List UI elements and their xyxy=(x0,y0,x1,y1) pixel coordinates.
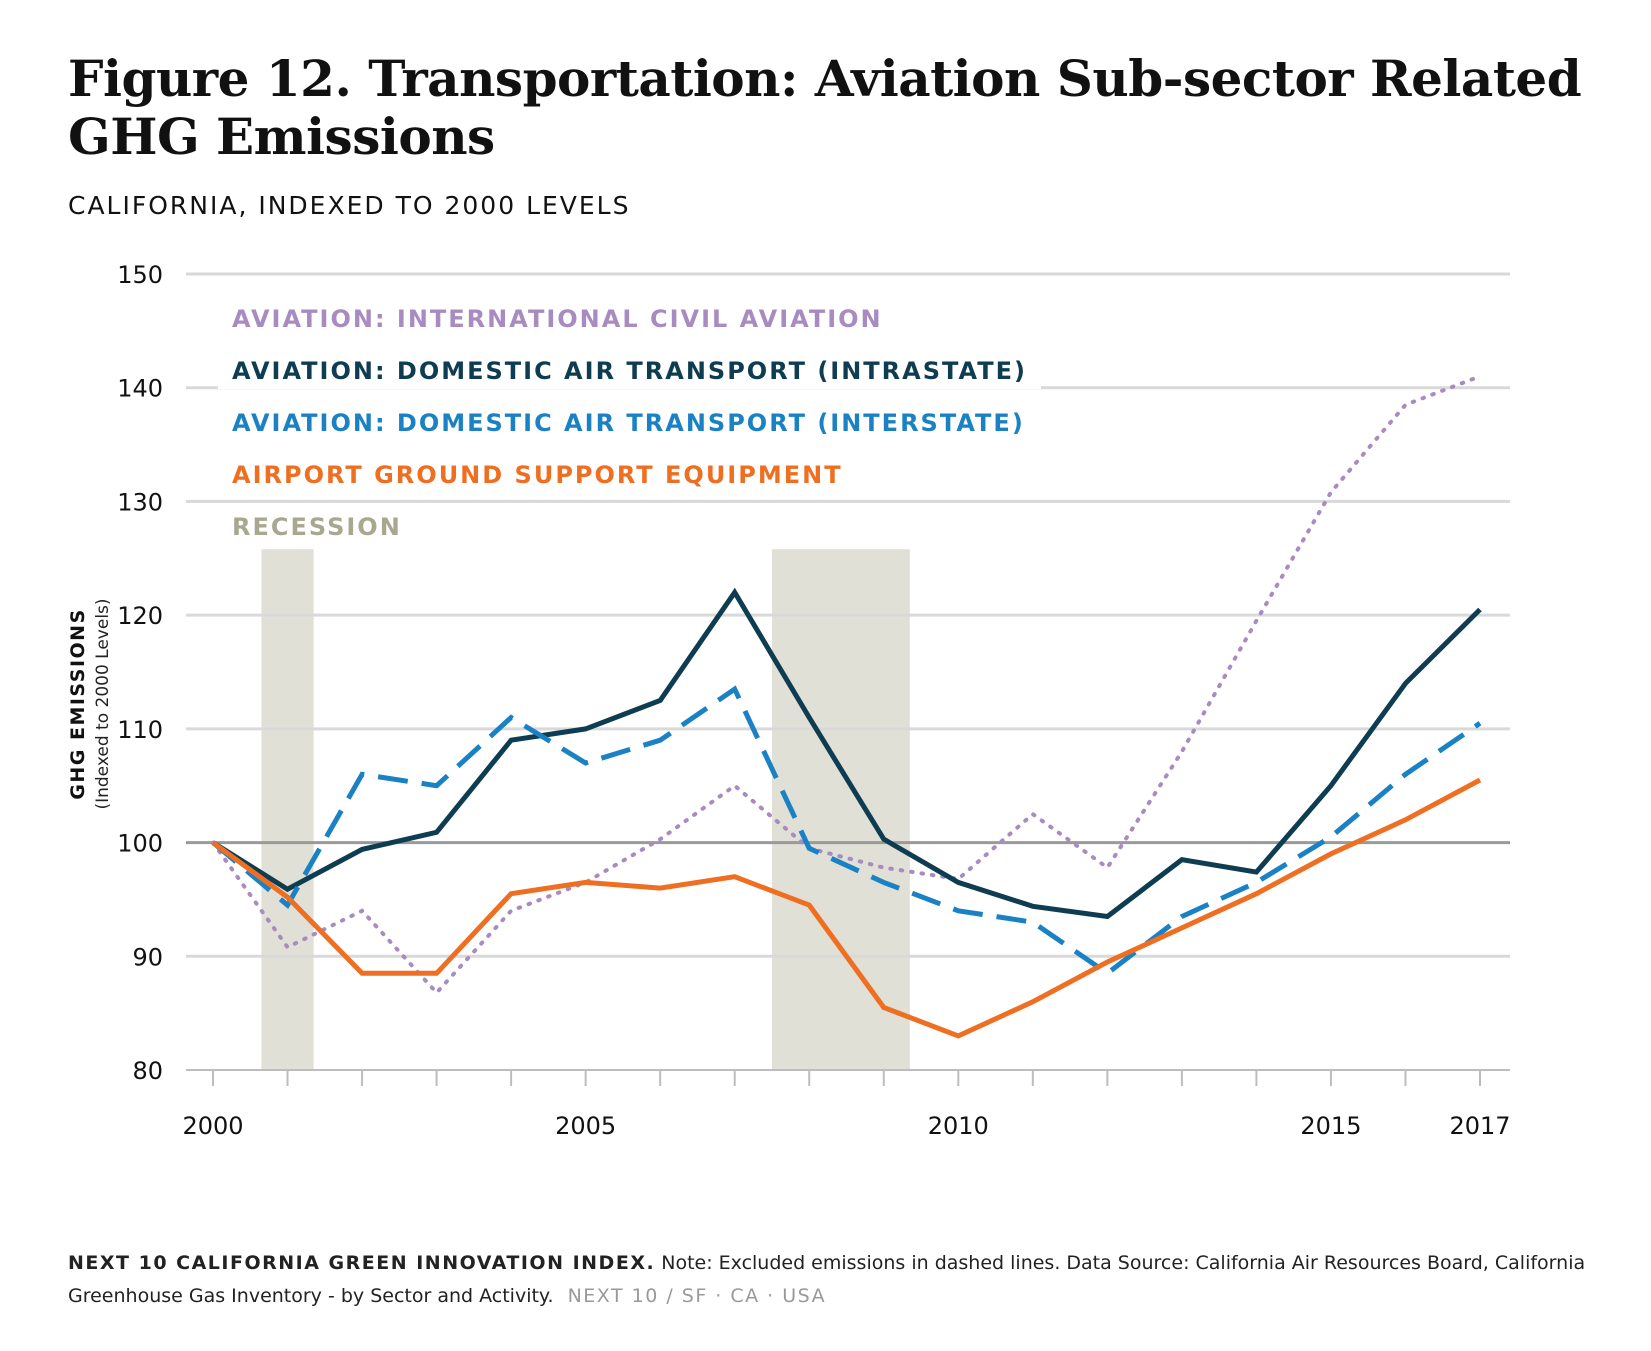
y-tick-label-110: 110 xyxy=(117,716,163,744)
legend-entry-1: AVIATION: INTERNATIONAL CIVIL AVIATION xyxy=(232,305,883,333)
recession-band-1 xyxy=(261,549,314,1070)
y-axis-sublabel: (Indexed to 2000 Levels) xyxy=(93,598,113,809)
series-line-4 xyxy=(211,777,1482,1039)
footer-brand: NEXT 10 / SF · CA · USA xyxy=(567,1285,827,1307)
y-axis-label: GHG EMISSIONS xyxy=(67,608,89,799)
legend-backing-5 xyxy=(218,509,416,545)
series-line-3 xyxy=(211,685,1482,977)
y-tick-label-90: 90 xyxy=(132,943,163,971)
series-line-1 xyxy=(211,374,1482,996)
y-tick-label-80: 80 xyxy=(132,1057,163,1085)
x-tick-label-2005: 2005 xyxy=(555,1112,616,1140)
legend-backing-2 xyxy=(218,353,1041,389)
legend-backing-1 xyxy=(218,301,897,337)
y-tick-label-140: 140 xyxy=(117,375,163,403)
chart-subtitle: CALIFORNIA, INDEXED TO 2000 LEVELS xyxy=(68,191,631,220)
series-lines xyxy=(211,374,1482,1039)
x-tick-label-2017: 2017 xyxy=(1449,1112,1510,1140)
legend-entry-4: AIRPORT GROUND SUPPORT EQUIPMENT xyxy=(232,461,843,489)
legend-backing-3 xyxy=(218,405,1039,441)
recession-bands xyxy=(261,549,910,1070)
y-tick-label-150: 150 xyxy=(117,261,163,289)
axes: 2000 2005 2010 2015 2017 xyxy=(182,1069,1511,1140)
footer-source-name: NEXT 10 CALIFORNIA GREEN INNOVATION INDE… xyxy=(68,1252,656,1274)
legend-entry-2: AVIATION: DOMESTIC AIR TRANSPORT (INTRAS… xyxy=(232,357,1027,385)
legend-backing-4 xyxy=(218,457,857,493)
x-tick-label-2010: 2010 xyxy=(928,1112,989,1140)
y-tick-label-120: 120 xyxy=(117,602,163,630)
footer-note-text: Note: Excluded emissions in dashed lines… xyxy=(68,1252,1586,1307)
chart-title: Figure 12. Transportation: Aviation Sub-… xyxy=(68,49,1582,166)
footer-note: NEXT 10 CALIFORNIA GREEN INNOVATION INDE… xyxy=(68,1247,1588,1313)
x-tick-label-2000: 2000 xyxy=(182,1112,243,1140)
y-tick-label-100: 100 xyxy=(117,830,163,858)
gridlines: 80 90 100 110 120 130 140 150 xyxy=(117,261,1510,1085)
x-tick-label-2015: 2015 xyxy=(1300,1112,1361,1140)
legend: AVIATION: INTERNATIONAL CIVIL AVIATION AV… xyxy=(218,301,1041,545)
legend-entry-3: AVIATION: DOMESTIC AIR TRANSPORT (INTERS… xyxy=(232,409,1025,437)
y-axis-title: GHG EMISSIONS (Indexed to 2000 Levels) xyxy=(67,598,113,809)
series-line-2 xyxy=(211,587,1482,920)
legend-entry-5: RECESSION xyxy=(232,513,402,541)
recession-band-2 xyxy=(771,549,910,1070)
y-tick-label-130: 130 xyxy=(117,488,163,516)
